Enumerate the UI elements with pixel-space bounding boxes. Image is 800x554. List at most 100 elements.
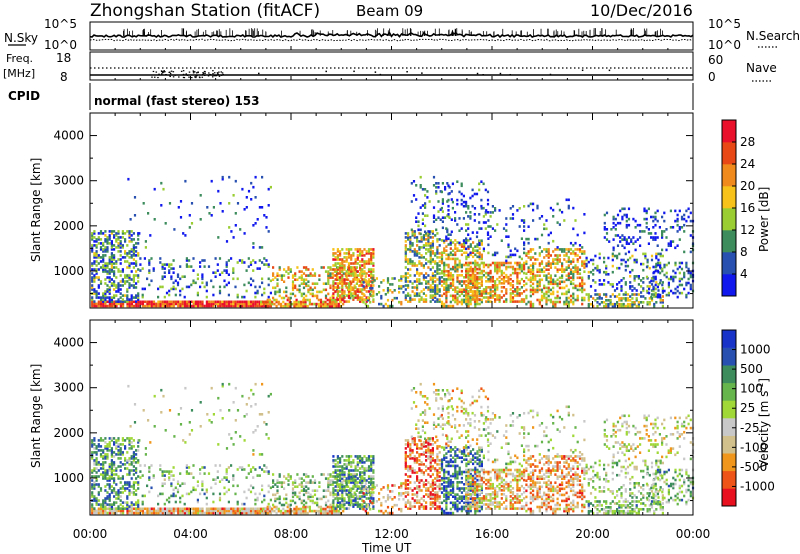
power-cell bbox=[411, 230, 414, 233]
power-cell bbox=[465, 261, 468, 265]
power-cell bbox=[520, 267, 523, 271]
velocity-cell bbox=[115, 447, 118, 450]
power-cell bbox=[471, 188, 474, 192]
power-cell bbox=[99, 248, 103, 251]
power-cell bbox=[418, 256, 421, 259]
power-cell bbox=[370, 262, 373, 265]
power-cell bbox=[598, 297, 601, 300]
power-cell bbox=[199, 218, 202, 221]
velocity-cell bbox=[104, 485, 107, 488]
power-cell bbox=[106, 266, 109, 269]
freq-scatter bbox=[608, 69, 611, 72]
power-cell bbox=[549, 282, 552, 286]
velocity-cell bbox=[95, 463, 98, 466]
power-cell bbox=[532, 290, 535, 294]
power-cell bbox=[583, 266, 586, 269]
power-cell bbox=[511, 217, 515, 220]
power-cell bbox=[494, 253, 497, 257]
power-cell bbox=[505, 255, 508, 259]
velocity-cell bbox=[286, 505, 289, 509]
power-cell bbox=[478, 247, 481, 250]
velocity-cell bbox=[254, 492, 257, 496]
velocity-cell bbox=[132, 481, 135, 484]
velocity-cell bbox=[269, 392, 272, 396]
power-cell bbox=[500, 296, 503, 299]
power-cell bbox=[435, 186, 438, 189]
power-cell bbox=[637, 301, 640, 304]
velocity-cell bbox=[150, 464, 153, 467]
power-cell bbox=[104, 292, 107, 295]
power-cell bbox=[110, 256, 113, 259]
velocity-cell bbox=[261, 468, 264, 471]
power-cell bbox=[119, 236, 122, 239]
power-colorbar-label: Power [dB] bbox=[757, 187, 771, 252]
power-cell bbox=[463, 294, 466, 298]
power-cell bbox=[621, 234, 624, 237]
power-cell bbox=[95, 290, 98, 293]
power-cell bbox=[543, 248, 546, 251]
power-cell bbox=[594, 281, 597, 284]
power-cell bbox=[569, 300, 573, 304]
power-cell bbox=[467, 253, 470, 257]
power-cell bbox=[97, 256, 100, 259]
power-cell bbox=[407, 232, 410, 235]
power-cell bbox=[404, 236, 407, 239]
velocity-cell bbox=[188, 511, 191, 515]
power-cell bbox=[350, 270, 353, 273]
power-cell bbox=[160, 181, 163, 185]
freq-scatter bbox=[222, 73, 224, 76]
power-cell bbox=[648, 281, 651, 284]
power-cell bbox=[425, 258, 428, 261]
power-cell bbox=[150, 300, 153, 304]
velocity-cell bbox=[95, 475, 98, 478]
power-cell bbox=[678, 228, 681, 231]
power-cell bbox=[520, 277, 523, 281]
velocity-cell bbox=[227, 507, 231, 511]
power-cell bbox=[529, 280, 532, 284]
power-cell bbox=[258, 285, 261, 289]
power-cell bbox=[282, 304, 285, 308]
power-cell bbox=[307, 274, 310, 277]
velocity-cell bbox=[234, 492, 237, 496]
velocity-cell bbox=[115, 445, 118, 448]
power-cell bbox=[487, 237, 490, 240]
power-cell bbox=[545, 248, 548, 251]
velocity-cell bbox=[190, 490, 193, 494]
power-cell bbox=[356, 296, 359, 299]
power-cell bbox=[516, 273, 519, 277]
power-cell bbox=[518, 288, 521, 291]
power-cell bbox=[429, 250, 432, 253]
power-cell bbox=[332, 296, 335, 299]
power-cell bbox=[563, 258, 566, 261]
power-cell bbox=[620, 302, 623, 306]
velocity-cell bbox=[133, 507, 136, 511]
power-cell bbox=[645, 221, 648, 225]
power-cell bbox=[460, 243, 463, 246]
power-cell bbox=[319, 304, 323, 308]
power-cell bbox=[435, 218, 438, 221]
velocity-cell bbox=[197, 511, 200, 515]
power-cell bbox=[625, 223, 628, 227]
power-cell bbox=[324, 294, 328, 298]
power-cell bbox=[201, 281, 204, 285]
power-cell bbox=[241, 302, 244, 306]
power-cell bbox=[626, 302, 630, 306]
power-cell bbox=[654, 215, 657, 219]
power-cell bbox=[578, 282, 582, 286]
power-cell bbox=[447, 288, 450, 291]
power-cell bbox=[632, 217, 635, 221]
power-cell bbox=[624, 291, 627, 294]
power-cell bbox=[511, 265, 515, 269]
velocity-cell bbox=[108, 505, 111, 508]
power-cell bbox=[97, 238, 100, 241]
power-cell bbox=[93, 240, 96, 243]
power-cell bbox=[272, 272, 275, 275]
power-cell bbox=[605, 270, 608, 274]
freq-scatter bbox=[201, 76, 204, 78]
power-cell bbox=[130, 230, 133, 233]
power-cell bbox=[102, 254, 105, 257]
power-cell bbox=[485, 275, 488, 279]
power-cell bbox=[126, 276, 129, 279]
power-cell bbox=[540, 270, 544, 273]
velocity-cell bbox=[104, 453, 107, 456]
